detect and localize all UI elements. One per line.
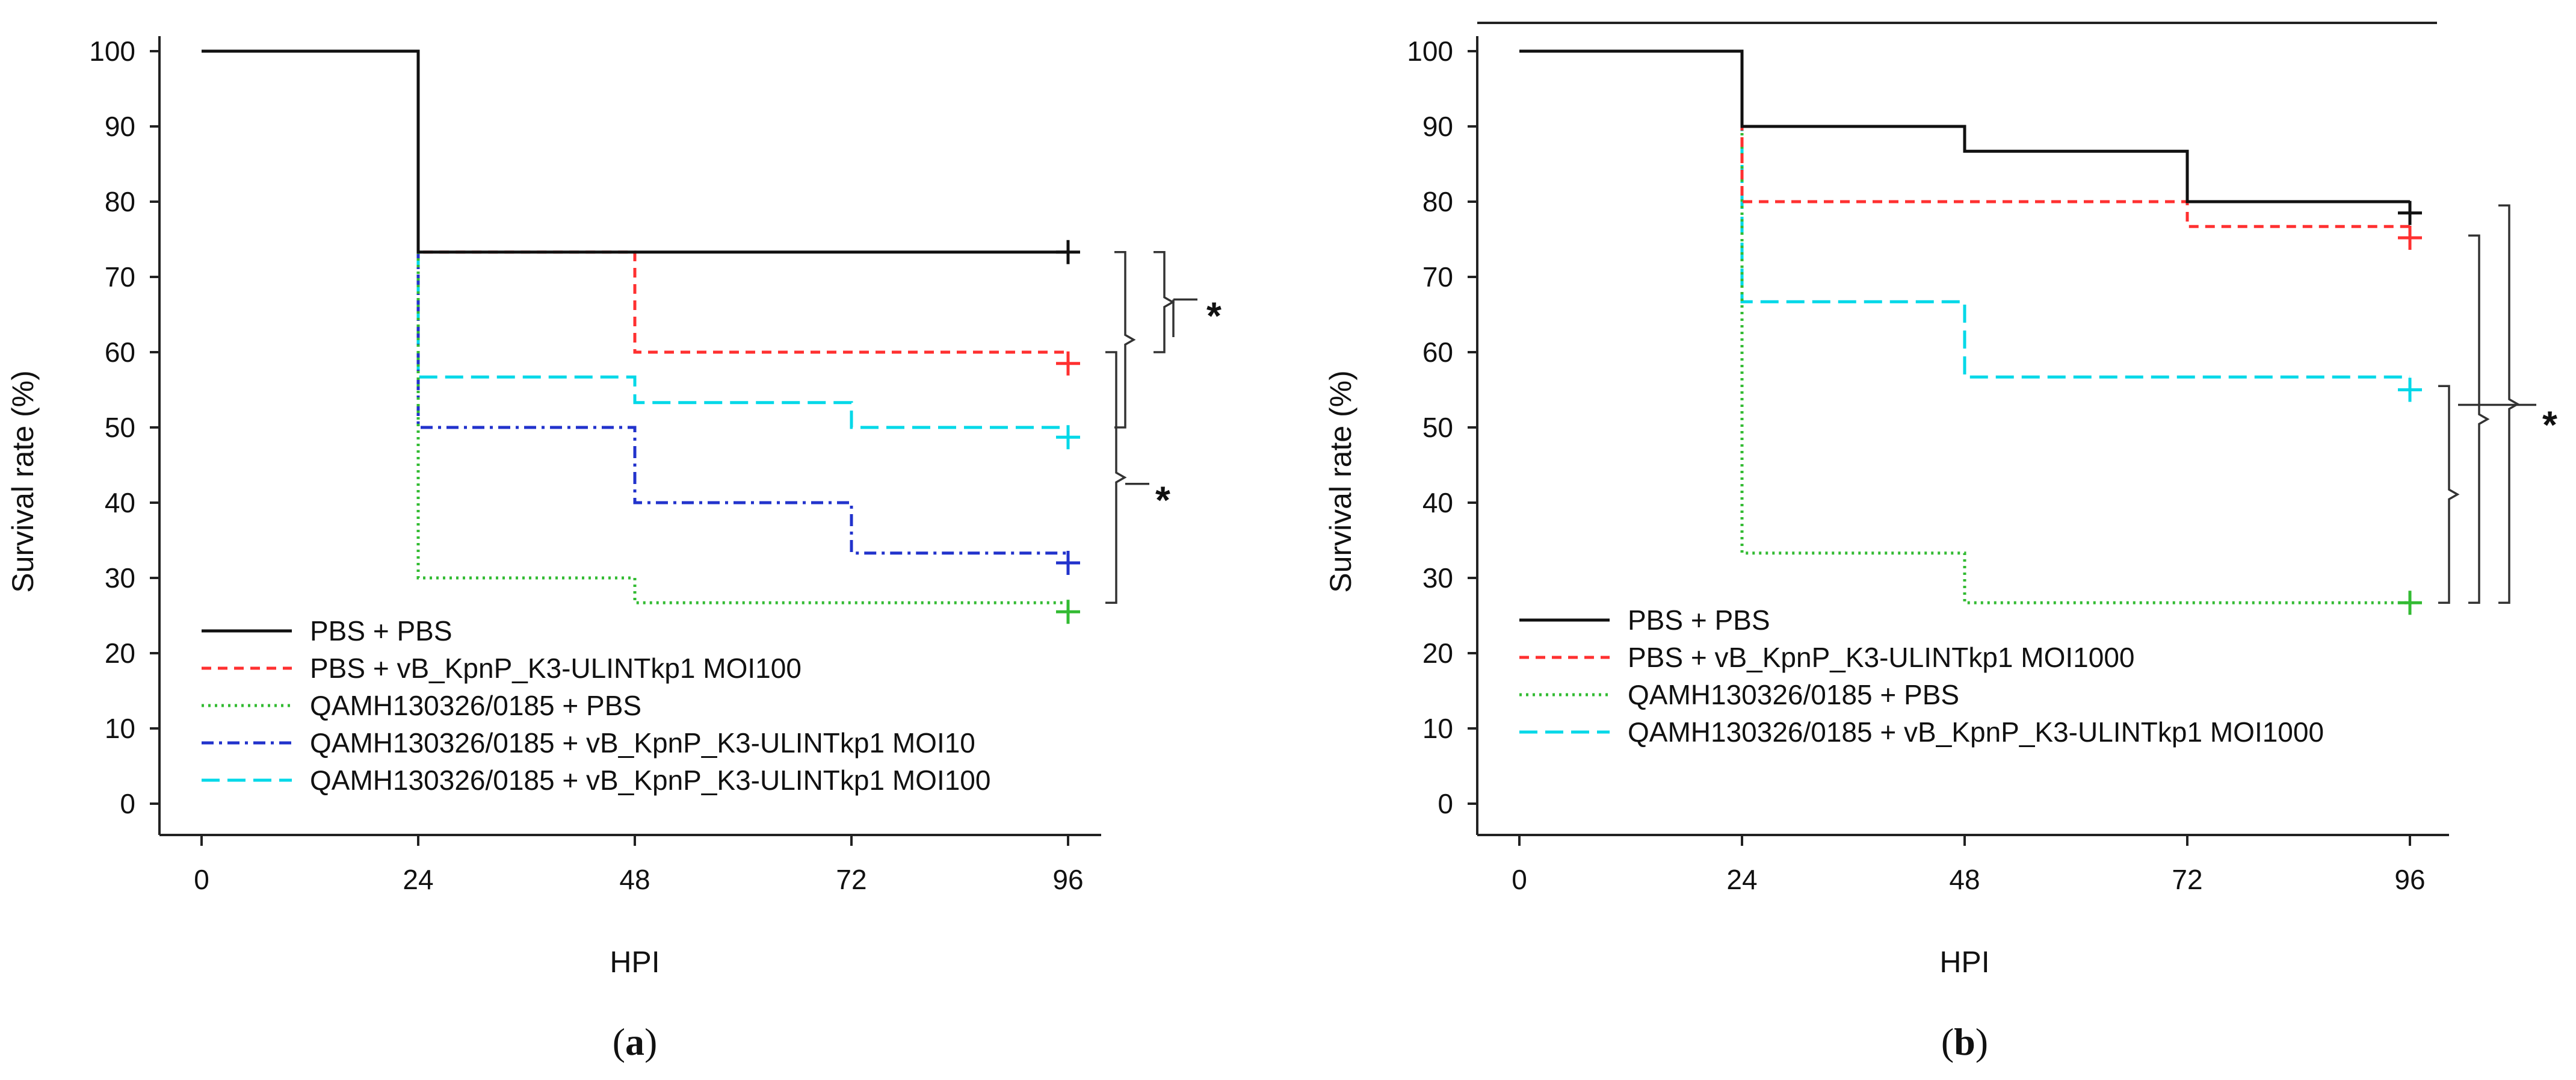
a-legend-label: QAMH130326/0185 + PBS xyxy=(310,690,641,721)
a-ytick-label: 40 xyxy=(105,487,135,518)
a-series-line xyxy=(202,49,1068,429)
a-ytick-label: 20 xyxy=(105,638,135,669)
a-ytick-label: 30 xyxy=(105,562,135,594)
a-xtick-label: 72 xyxy=(836,864,866,895)
a-y-axis-title: Survival rate (%) xyxy=(6,370,40,593)
a-ytick-label: 70 xyxy=(105,261,135,293)
b-censor-mark xyxy=(2398,200,2422,225)
a-x-axis-title: HPI xyxy=(610,945,659,979)
a-panel-label-close: ) xyxy=(644,1020,657,1063)
b-ytick-label: 20 xyxy=(1422,638,1453,669)
b-legend-label: PBS + vB_KpnP_K3-ULINTkp1 MOI1000 xyxy=(1628,642,2135,673)
b-series-line xyxy=(1519,49,2410,379)
a-ytick-label: 90 xyxy=(105,111,135,142)
b-panel-label: (b) xyxy=(1941,1020,1988,1063)
b-x-axis-title: HPI xyxy=(1939,945,1989,979)
b-ytick-label: 100 xyxy=(1407,36,1453,67)
b-xtick-label: 96 xyxy=(2394,864,2425,895)
a-series-line xyxy=(202,49,1068,555)
a-xtick-label: 48 xyxy=(619,864,650,895)
a-legend-label: QAMH130326/0185 + vB_KpnP_K3-ULINTkp1 MO… xyxy=(310,727,975,759)
b-ytick-label: 90 xyxy=(1422,111,1453,142)
b-ytick-label: 70 xyxy=(1422,261,1453,293)
a-series-line xyxy=(202,49,1068,604)
a-legend: PBS + PBS PBS + vB_KpnP_K3-ULINTkp1 MOI10… xyxy=(202,615,990,796)
b-xtick-label: 24 xyxy=(1726,864,1757,895)
b-bracket-cyan-vs-green xyxy=(2438,385,2460,604)
a-censor-mark xyxy=(1056,600,1080,624)
a-censor-mark xyxy=(1056,240,1080,264)
b-censor-mark xyxy=(2398,377,2422,402)
b-censor-mark xyxy=(2398,226,2422,250)
b-xtick-label: 48 xyxy=(1949,864,1980,895)
a-xtick-label: 24 xyxy=(403,864,433,895)
b-panel-label-letter: b xyxy=(1954,1020,1975,1063)
b-ytick-label: 40 xyxy=(1422,487,1453,518)
a-ytick-label: 100 xyxy=(89,36,135,67)
b-ytick-label: 50 xyxy=(1422,412,1453,443)
a-bracket-pbs-vs-moi100 xyxy=(1114,251,1136,429)
b-ytick-label: 30 xyxy=(1422,562,1453,594)
b-legend-label: QAMH130326/0185 + vB_KpnP_K3-ULINTkp1 MO… xyxy=(1628,716,2324,748)
a-bracket-phage-vs-bacteria xyxy=(1105,351,1127,604)
b-significance-star: * xyxy=(2542,403,2557,447)
b-legend-item: QAMH130326/0185 + vB_KpnP_K3-ULINTkp1 MO… xyxy=(1519,716,2324,748)
b-legend-item: PBS + PBS xyxy=(1519,604,1770,636)
b-ytick-label: 0 xyxy=(1438,788,1453,819)
b-y-axis-title: Survival rate (%) xyxy=(1324,370,1357,593)
a-xtick-label: 0 xyxy=(194,864,209,895)
a-legend-item: QAMH130326/0185 + vB_KpnP_K3-ULINTkp1 MO… xyxy=(202,727,975,759)
a-ytick-label: 80 xyxy=(105,186,135,217)
a-ytick-label: 10 xyxy=(105,713,135,744)
b-legend-label: PBS + PBS xyxy=(1628,604,1770,636)
b-legend-item: QAMH130326/0185 + PBS xyxy=(1519,679,1959,710)
a-panel-label: (a) xyxy=(613,1020,658,1063)
a-significance-star: * xyxy=(1155,479,1170,522)
panel-b-chart: 0 10 20 30 40 50 60 70 80 90 100 0 24 48 72 96 HPI Surviv… xyxy=(1324,22,2557,1063)
a-ytick-label: 60 xyxy=(105,337,135,368)
a-series-line xyxy=(202,49,1068,254)
b-ytick-label: 80 xyxy=(1422,186,1453,217)
a-panel-label-open: ( xyxy=(613,1020,625,1063)
a-ytick-label: 0 xyxy=(120,788,135,819)
a-legend-item: PBS + PBS xyxy=(202,615,452,647)
a-xtick-label: 96 xyxy=(1052,864,1083,895)
a-legend-label: PBS + vB_KpnP_K3-ULINTkp1 MOI100 xyxy=(310,653,802,684)
b-ytick-label: 10 xyxy=(1422,713,1453,744)
a-significance-star: * xyxy=(1206,294,1222,337)
a-legend-label: QAMH130326/0185 + vB_KpnP_K3-ULINTkp1 MO… xyxy=(310,765,990,796)
a-series-line xyxy=(202,49,1068,354)
a-censor-mark xyxy=(1056,425,1080,450)
b-legend: PBS + PBS PBS + vB_KpnP_K3-ULINTkp1 MOI10… xyxy=(1519,604,2324,748)
a-legend-item: QAMH130326/0185 + PBS xyxy=(202,690,641,721)
b-censor-mark xyxy=(2398,591,2422,615)
b-legend-item: PBS + vB_KpnP_K3-ULINTkp1 MOI1000 xyxy=(1519,642,2135,673)
a-legend-item: PBS + vB_KpnP_K3-ULINTkp1 MOI100 xyxy=(202,653,802,684)
a-panel-label-letter: a xyxy=(625,1020,644,1063)
b-ytick-label: 60 xyxy=(1422,337,1453,368)
a-bracket-pbs-vs-phage xyxy=(1154,251,1175,353)
panel-a-chart: 0 10 20 30 40 50 60 70 80 90 100 0 24 48 72 96 HPI Surviv… xyxy=(6,36,1222,1063)
b-legend-label: QAMH130326/0185 + PBS xyxy=(1628,679,1959,710)
b-panel-label-open: ( xyxy=(1941,1020,1954,1063)
b-series-line xyxy=(1519,49,2410,203)
b-bracket-red-vs-green xyxy=(2468,234,2490,604)
b-panel-label-close: ) xyxy=(1975,1020,1988,1063)
a-ytick-label: 50 xyxy=(105,412,135,443)
a-censor-mark xyxy=(1056,551,1080,575)
a-legend-label: PBS + PBS xyxy=(310,615,452,647)
b-xtick-label: 72 xyxy=(2172,864,2202,895)
b-xtick-label: 0 xyxy=(1512,864,1527,895)
a-censor-mark xyxy=(1056,351,1080,376)
a-legend-item: QAMH130326/0185 + vB_KpnP_K3-ULINTkp1 MO… xyxy=(202,765,990,796)
